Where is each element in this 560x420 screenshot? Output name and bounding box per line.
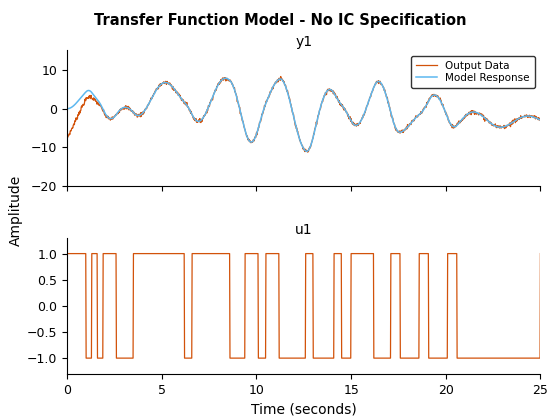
Output Data xyxy=(64,251,71,256)
Model Response xyxy=(537,118,544,123)
Output Data xyxy=(304,150,311,155)
Model Response xyxy=(304,149,310,154)
Line: Model Response: Model Response xyxy=(67,78,540,151)
Output Data xyxy=(310,134,316,139)
Model Response xyxy=(251,136,258,141)
Output Data xyxy=(514,356,521,361)
Output Data xyxy=(349,120,356,125)
Output Data xyxy=(537,251,544,256)
X-axis label: Time (seconds): Time (seconds) xyxy=(251,402,357,416)
Model Response xyxy=(515,116,521,121)
Output Data xyxy=(537,117,544,122)
Output Data xyxy=(251,138,258,143)
Output Data xyxy=(251,251,258,256)
Output Data xyxy=(390,251,397,256)
Model Response xyxy=(349,121,356,126)
Output Data xyxy=(64,134,71,139)
Title: y1: y1 xyxy=(295,35,312,49)
Output Data xyxy=(310,251,316,256)
Text: Amplitude: Amplitude xyxy=(8,174,22,246)
Output Data xyxy=(391,122,398,127)
Text: Transfer Function Model - No IC Specification: Transfer Function Model - No IC Specific… xyxy=(94,13,466,28)
Line: Output Data: Output Data xyxy=(67,254,540,358)
Line: Output Data: Output Data xyxy=(67,76,540,152)
Output Data xyxy=(70,122,77,127)
Model Response xyxy=(310,134,316,139)
Model Response xyxy=(70,103,77,108)
Title: u1: u1 xyxy=(295,223,312,237)
Model Response xyxy=(64,106,71,111)
Output Data xyxy=(83,356,90,361)
Output Data xyxy=(70,251,77,256)
Model Response xyxy=(391,122,398,127)
Output Data xyxy=(515,116,521,121)
Model Response xyxy=(222,76,229,81)
Output Data xyxy=(277,74,284,79)
Output Data xyxy=(349,251,356,256)
Legend: Output Data, Model Response: Output Data, Model Response xyxy=(411,55,535,88)
